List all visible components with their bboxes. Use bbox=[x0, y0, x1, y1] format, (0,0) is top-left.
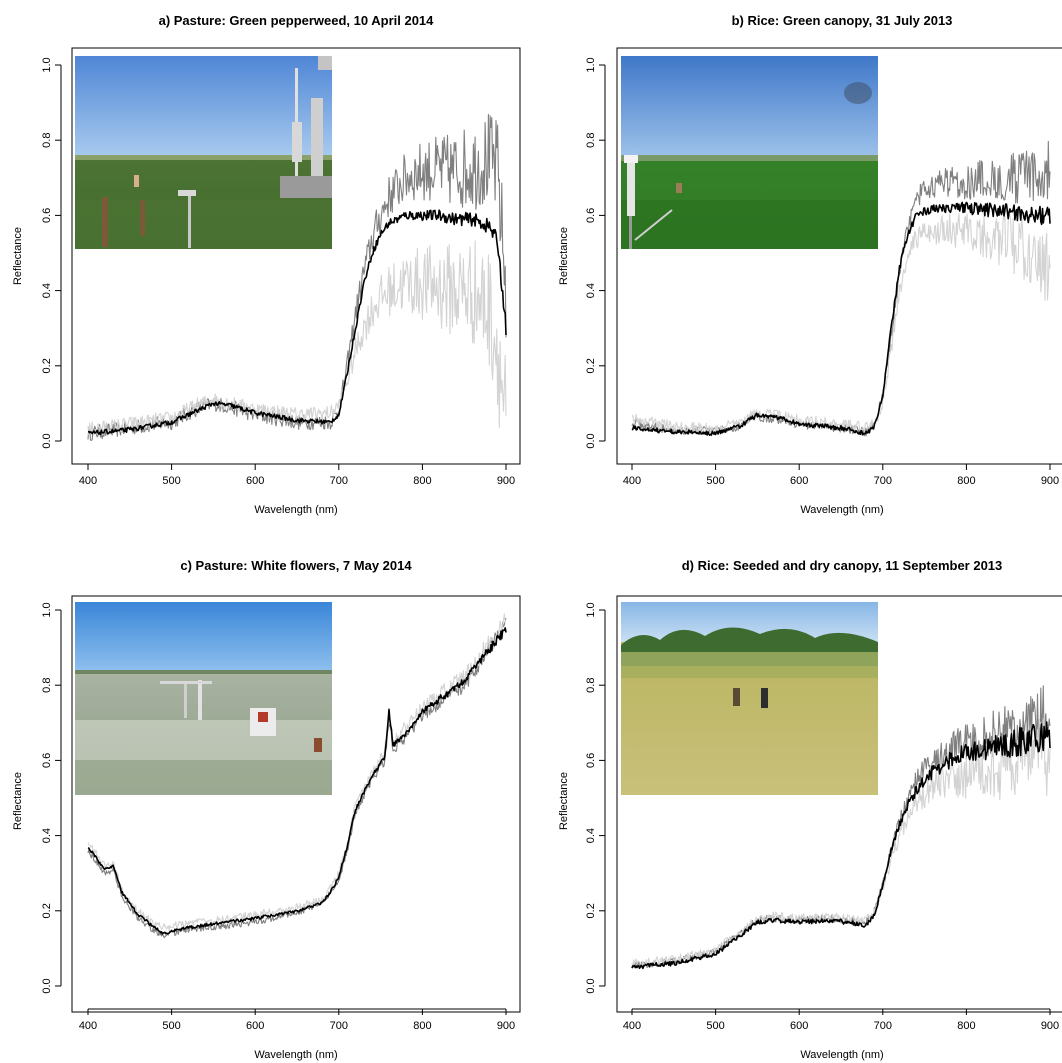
y-tick-label: 0.2 bbox=[41, 358, 53, 373]
x-tick-label: 700 bbox=[874, 1020, 892, 1032]
series-line bbox=[631, 201, 1051, 436]
x-tick-label: 600 bbox=[790, 475, 808, 487]
plot-area: 400 500 600 700 800 900 0.0 0.2 0.4 0.6 0.8 1.0 bbox=[41, 602, 515, 1032]
y-tick-label: 0.0 bbox=[585, 978, 597, 993]
plot-area: 400 500 600 700 800 900 0.0 0.2 0.4 0.6 0.8 1.0 bbox=[585, 602, 1059, 1032]
panel-c: c) Pasture: White flowers, 7 May 2014 Wa… bbox=[12, 558, 521, 1061]
x-tick-label: 500 bbox=[162, 475, 180, 487]
y-tick-label: 1.0 bbox=[41, 602, 53, 617]
plot-frame bbox=[71, 595, 521, 1013]
plot-area: 400 500 600 700 800 900 0.0 0.2 0.4 0.6 0.8 1.0 bbox=[41, 57, 515, 487]
y-tick-label: 0.6 bbox=[585, 753, 597, 768]
y-axis-label: Reflectance bbox=[558, 227, 570, 285]
y-tick-label: 0.4 bbox=[41, 828, 53, 843]
chart-title: a) Pasture: Green pepperweed, 10 April 2… bbox=[159, 13, 435, 28]
chart-title: b) Rice: Green canopy, 31 July 2013 bbox=[732, 13, 953, 28]
y-tick-label: 0.4 bbox=[585, 828, 597, 843]
y-tick-label: 0.0 bbox=[41, 978, 53, 993]
panel-a: a) Pasture: Green pepperweed, 10 April 2… bbox=[12, 13, 521, 516]
x-tick-label: 600 bbox=[246, 1020, 264, 1032]
x-tick-label: 400 bbox=[79, 475, 97, 487]
x-tick-label: 800 bbox=[957, 1020, 975, 1032]
y-tick-label: 0.0 bbox=[41, 433, 53, 448]
series-line bbox=[631, 721, 1051, 970]
y-tick-label: 0.8 bbox=[41, 133, 53, 148]
x-tick-label: 800 bbox=[957, 475, 975, 487]
y-tick-label: 0.6 bbox=[41, 208, 53, 223]
y-tick-label: 0.8 bbox=[41, 678, 53, 693]
y-tick-label: 0.2 bbox=[41, 903, 53, 918]
y-tick-label: 0.0 bbox=[585, 433, 597, 448]
x-tick-label: 600 bbox=[790, 1020, 808, 1032]
y-tick-label: 1.0 bbox=[41, 57, 53, 72]
x-tick-label: 800 bbox=[413, 1020, 431, 1032]
panel-b: b) Rice: Green canopy, 31 July 2013 Wave… bbox=[558, 13, 1062, 516]
y-tick-label: 0.2 bbox=[585, 358, 597, 373]
y-tick-label: 0.8 bbox=[585, 678, 597, 693]
y-tick-label: 1.0 bbox=[585, 602, 597, 617]
x-tick-label: 700 bbox=[874, 475, 892, 487]
y-tick-label: 0.2 bbox=[585, 903, 597, 918]
x-tick-label: 900 bbox=[1041, 475, 1059, 487]
y-tick-label: 1.0 bbox=[585, 57, 597, 72]
x-axis-label: Wavelength (nm) bbox=[800, 1049, 883, 1061]
y-axis-label: Reflectance bbox=[558, 772, 570, 830]
panel-d: d) Rice: Seeded and dry canopy, 11 Septe… bbox=[558, 558, 1062, 1061]
x-tick-label: 600 bbox=[246, 475, 264, 487]
x-tick-label: 400 bbox=[623, 1020, 641, 1032]
chart-title: d) Rice: Seeded and dry canopy, 11 Septe… bbox=[682, 558, 1003, 573]
x-tick-label: 500 bbox=[706, 1020, 724, 1032]
series-line bbox=[87, 209, 507, 436]
pasture-pepperweed-photo bbox=[75, 56, 332, 249]
plot-frame bbox=[616, 595, 1062, 1013]
x-axis-label: Wavelength (nm) bbox=[254, 504, 337, 516]
series-line bbox=[87, 617, 507, 939]
x-tick-label: 900 bbox=[497, 475, 515, 487]
y-axis-label: Reflectance bbox=[12, 227, 24, 285]
y-tick-label: 0.4 bbox=[41, 283, 53, 298]
y-tick-label: 0.6 bbox=[41, 753, 53, 768]
x-tick-label: 900 bbox=[1041, 1020, 1059, 1032]
y-tick-label: 0.8 bbox=[585, 133, 597, 148]
y-tick-label: 0.4 bbox=[585, 283, 597, 298]
chart-title: c) Pasture: White flowers, 7 May 2014 bbox=[180, 558, 412, 573]
series-line bbox=[87, 240, 507, 436]
x-axis-label: Wavelength (nm) bbox=[800, 504, 883, 516]
pasture-white-flowers-photo bbox=[75, 602, 332, 795]
x-tick-label: 700 bbox=[330, 475, 348, 487]
x-tick-label: 400 bbox=[79, 1020, 97, 1032]
x-tick-label: 500 bbox=[706, 475, 724, 487]
series-line bbox=[87, 627, 507, 935]
series-line bbox=[631, 212, 1051, 436]
x-tick-label: 800 bbox=[413, 475, 431, 487]
x-tick-label: 400 bbox=[623, 475, 641, 487]
x-tick-label: 500 bbox=[162, 1020, 180, 1032]
x-axis-label: Wavelength (nm) bbox=[254, 1049, 337, 1061]
x-tick-label: 900 bbox=[497, 1020, 515, 1032]
plot-area: 400 500 600 700 800 900 0.0 0.2 0.4 0.6 0.8 1.0 bbox=[585, 57, 1059, 487]
y-axis-label: Reflectance bbox=[12, 772, 24, 830]
y-tick-label: 0.6 bbox=[585, 208, 597, 223]
x-tick-label: 700 bbox=[330, 1020, 348, 1032]
series-line bbox=[87, 613, 507, 931]
rice-seeded-dry-photo bbox=[621, 602, 878, 795]
rice-green-canopy-photo bbox=[621, 56, 878, 249]
